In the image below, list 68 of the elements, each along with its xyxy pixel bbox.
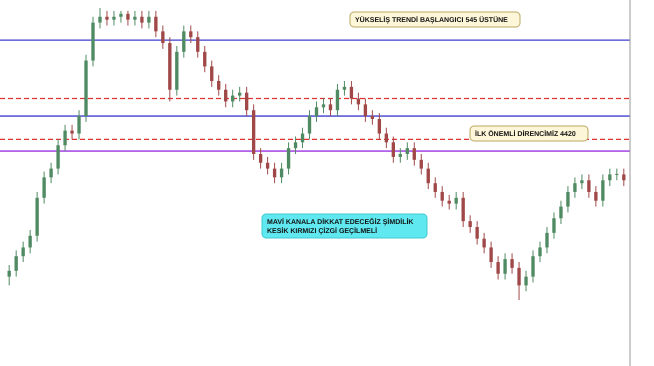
candlestick (426, 162, 430, 190)
candlestick (406, 142, 409, 160)
candlestick (272, 162, 276, 184)
candlestick (601, 174, 605, 208)
candlestick (133, 10, 137, 26)
candlestick (266, 156, 270, 175)
candlestick (280, 162, 284, 184)
candlestick (217, 74, 220, 96)
candlestick (434, 176, 437, 198)
candlestick (140, 10, 144, 29)
candlestick (21, 241, 25, 263)
candlestick (342, 80, 346, 96)
candlestick (412, 142, 416, 166)
candlestick (356, 92, 360, 111)
candlestick (552, 212, 556, 240)
candlestick (615, 168, 618, 181)
candlestick (398, 148, 402, 164)
candlestick (14, 250, 18, 278)
candlestick (126, 10, 130, 26)
candlestick (531, 250, 535, 283)
candlestick (161, 25, 165, 50)
candlestick (482, 232, 486, 254)
candlestick (322, 98, 326, 114)
candlestick (608, 168, 612, 187)
candlestick (119, 10, 123, 24)
candlestick (364, 98, 368, 122)
candlestick (524, 270, 528, 292)
candlestick (56, 138, 60, 175)
candlestick (468, 214, 472, 234)
candlestick (350, 80, 354, 105)
candlestick (510, 252, 514, 274)
candlestick (189, 25, 192, 44)
candlestick (196, 30, 200, 58)
candlestick (392, 136, 396, 164)
candlestick (420, 154, 423, 175)
candlestick (384, 127, 388, 149)
candlestick (203, 45, 206, 73)
candlestick (182, 25, 186, 58)
candlestick (300, 127, 304, 149)
candlestick (496, 256, 500, 280)
candlestick (286, 142, 290, 175)
candlestick (440, 186, 444, 208)
candlestick (244, 86, 248, 117)
candlestick (475, 220, 479, 246)
candlestick (503, 252, 507, 280)
candlestick (224, 83, 228, 108)
candlestick (238, 86, 242, 102)
candlestick (231, 89, 234, 108)
candlestick (70, 124, 74, 140)
candlestick (580, 174, 584, 190)
candlestick (147, 10, 151, 29)
candlestick (378, 112, 382, 140)
candlestick (8, 264, 11, 286)
candlestick (594, 186, 598, 208)
candlestick (461, 191, 465, 228)
candlestick (370, 110, 374, 126)
candlestick (210, 60, 214, 88)
candlestick (587, 174, 591, 198)
candlestick (42, 171, 46, 204)
candlestick (454, 191, 458, 210)
candlestick (28, 229, 32, 254)
candlestick (154, 10, 158, 38)
candlestick (489, 241, 493, 268)
candlestick (49, 162, 53, 184)
candlestick (258, 148, 262, 170)
candlestick (622, 168, 626, 187)
candlestick (573, 176, 577, 198)
candlestick (448, 194, 451, 210)
